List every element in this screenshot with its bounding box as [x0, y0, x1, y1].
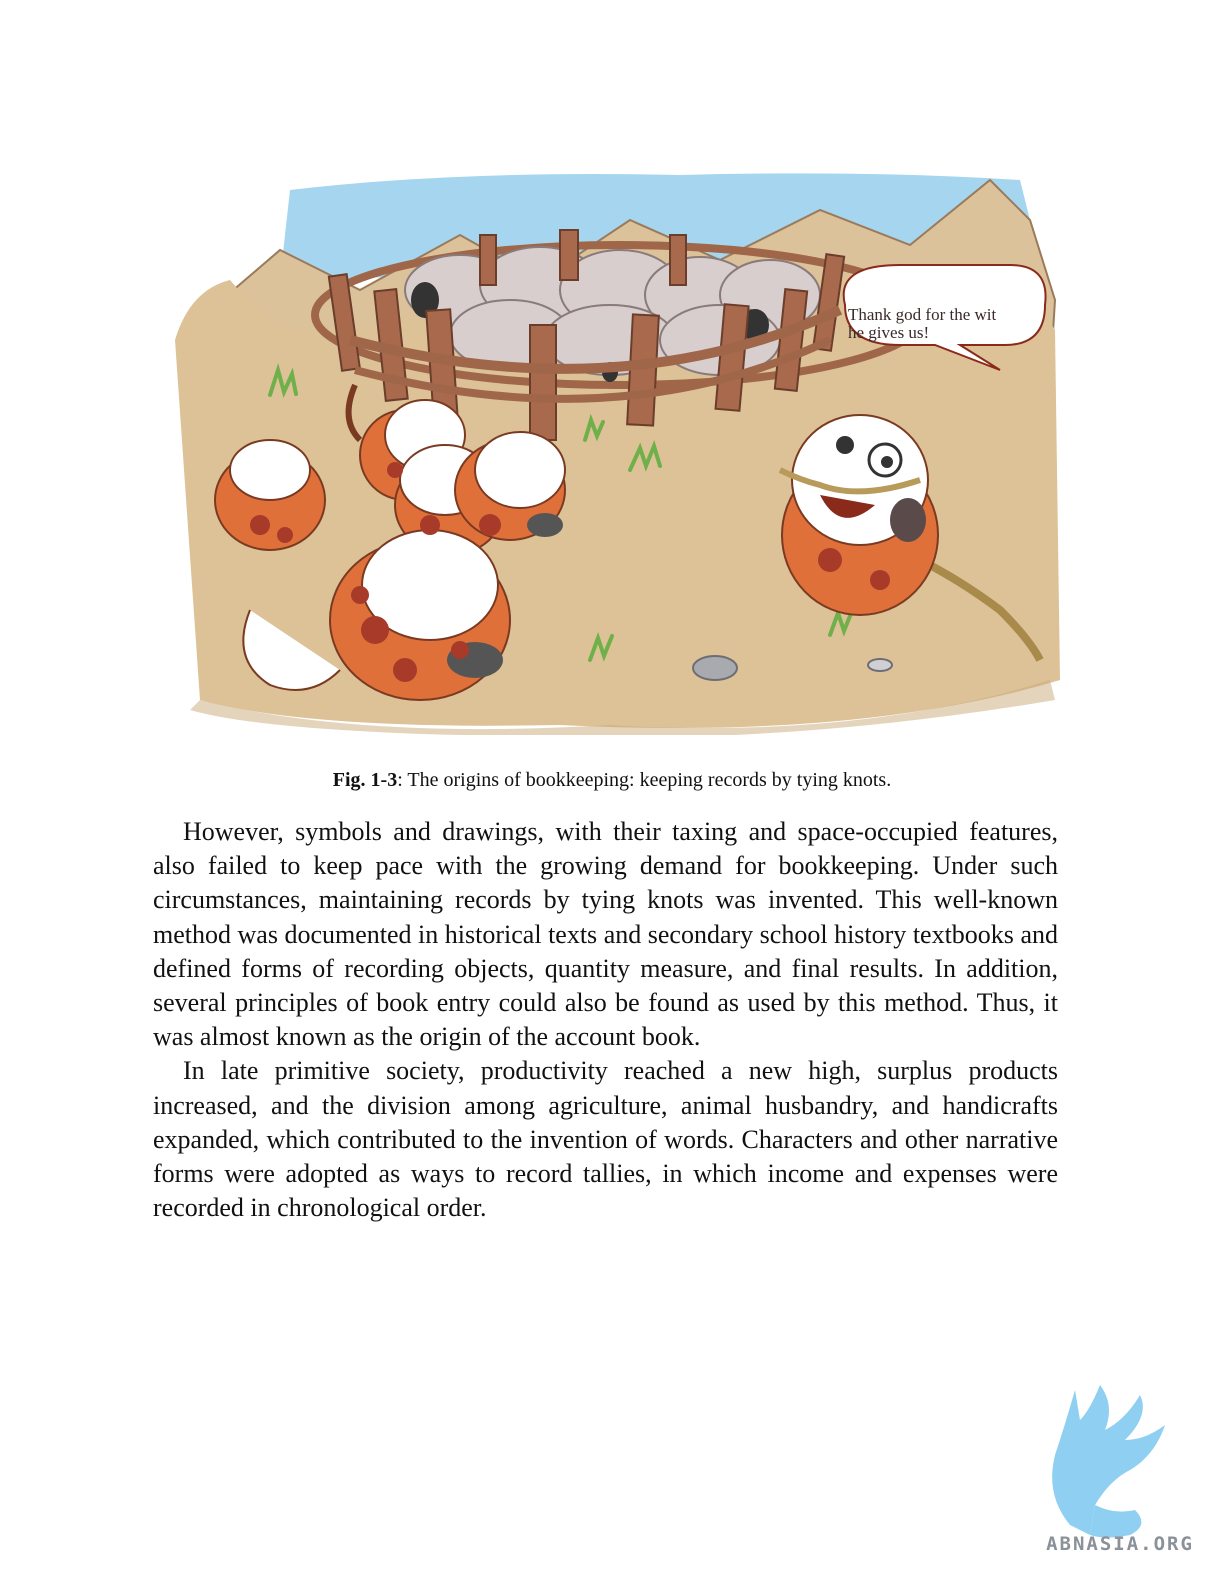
paragraph-2: In late primitive society, productivity …: [153, 1056, 1058, 1223]
body-text: However, symbols and drawings, with thei…: [153, 815, 1058, 1225]
speech-bubble: Thank god for the wit he gives us!: [842, 264, 1047, 371]
creature-group-left: [214, 383, 566, 701]
speech-bubble-line-2: he gives us!: [848, 323, 929, 342]
figure-caption: Fig. 1-3: The origins of bookkeeping: ke…: [0, 766, 1224, 794]
watermark-logo: ABNASIA.ORG: [1030, 1385, 1210, 1565]
figure-illustration: Thank god for the wit he gives us!: [160, 140, 1065, 735]
paragraph-1: However, symbols and drawings, with thei…: [153, 817, 1058, 1052]
griffin-logo-icon: [1052, 1385, 1165, 1538]
speech-bubble-line-1: Thank god for the wit: [848, 305, 997, 324]
figure-caption-text: : The origins of bookkeeping: keeping re…: [397, 769, 892, 791]
creature-right: [778, 414, 1044, 662]
grass-tufts: [268, 362, 854, 662]
watermark-text: ABNASIA.ORG: [1046, 1533, 1194, 1555]
figure-caption-label: Fig. 1-3: [332, 769, 398, 791]
stone: [692, 655, 738, 681]
